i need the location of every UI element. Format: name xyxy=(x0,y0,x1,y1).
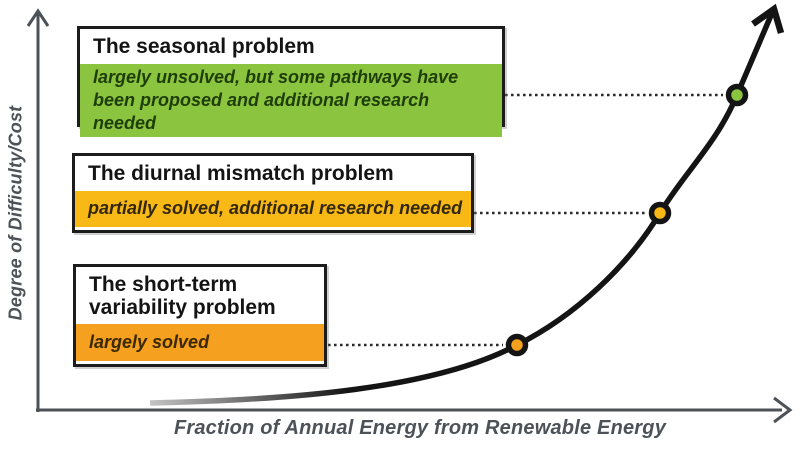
x-axis-label: Fraction of Annual Energy from Renewable… xyxy=(173,417,667,439)
status-text: partially solved, additional research ne… xyxy=(88,198,463,219)
x-axis-arrow-icon xyxy=(773,396,793,424)
y-axis-arrow-icon xyxy=(26,8,50,27)
milestone-dot-seasonal xyxy=(725,83,749,107)
curve-arrowhead-icon xyxy=(751,3,785,34)
status-strip: largely unsolved, but some pathways have… xyxy=(80,63,502,137)
milestone-dot-shortterm xyxy=(505,333,529,357)
problem-box-diurnal: The diurnal mismatch problem partially s… xyxy=(72,153,474,233)
status-text: largely unsolved, but some pathways have… xyxy=(93,66,459,133)
problem-title: The seasonal problem xyxy=(93,35,315,58)
problem-box-shortterm: The short-term variability problem large… xyxy=(73,264,327,367)
status-strip: largely solved xyxy=(76,324,324,361)
y-axis-label: Degree of Difficulty/Cost xyxy=(5,105,26,321)
status-text: largely solved xyxy=(89,332,210,353)
problem-title: The short-term variability problem xyxy=(89,273,276,319)
problem-box-seasonal: The seasonal problem largely unsolved, b… xyxy=(77,26,505,137)
status-strip: partially solved, additional research ne… xyxy=(75,190,471,227)
milestone-dot-diurnal xyxy=(648,201,672,225)
difficulty-curve xyxy=(149,11,775,406)
problem-title: The diurnal mismatch problem xyxy=(88,162,394,185)
